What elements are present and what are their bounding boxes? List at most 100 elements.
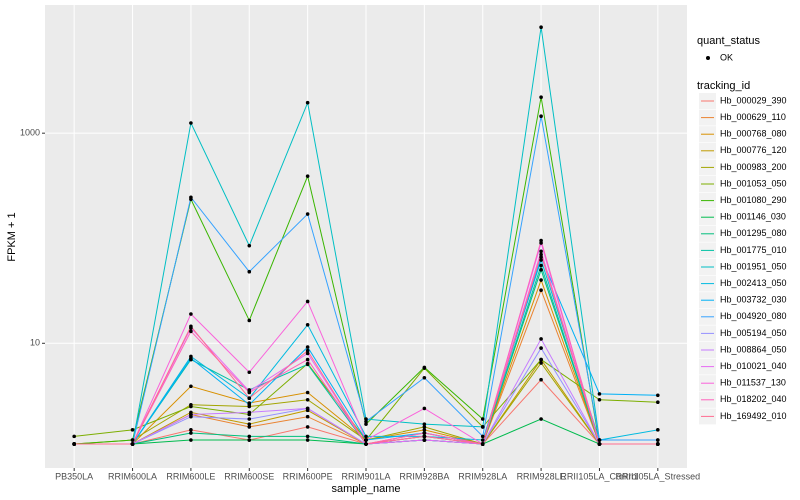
- legend-label: Hb_003732_030: [720, 295, 787, 305]
- data-point: [364, 419, 368, 424]
- data-point: [539, 278, 543, 282]
- data-point: [305, 390, 310, 395]
- data-point: [72, 434, 76, 439]
- data-point: [130, 442, 135, 446]
- data-point: [247, 417, 252, 421]
- data-point: [189, 412, 193, 417]
- data-point: [422, 438, 427, 442]
- data-point: [597, 392, 602, 396]
- legend-label: Hb_169492_010: [720, 411, 787, 421]
- x-tick-label: RRIM928LE: [517, 471, 566, 481]
- data-point: [422, 422, 427, 426]
- x-tick-label: RRII105LA_Stressed: [616, 471, 701, 481]
- y-tick-label: 10: [30, 338, 40, 348]
- legend-label: Hb_004920_080: [720, 311, 787, 321]
- data-point: [189, 428, 193, 432]
- legend-label: Hb_001146_030: [720, 212, 786, 222]
- data-point: [422, 425, 427, 429]
- data-point: [422, 431, 427, 435]
- data-point: [656, 438, 660, 442]
- data-point: [539, 346, 543, 350]
- x-tick-label: PB350LA: [55, 471, 93, 481]
- data-point: [247, 243, 252, 248]
- data-point: [247, 422, 252, 426]
- data-point: [480, 417, 485, 421]
- data-point: [189, 384, 193, 389]
- data-point: [597, 442, 602, 446]
- data-point: [189, 195, 193, 200]
- data-point: [656, 428, 660, 432]
- data-point: [305, 351, 310, 356]
- data-point: [539, 417, 543, 421]
- data-point: [364, 417, 368, 421]
- data-point: [189, 438, 193, 442]
- data-point: [189, 356, 193, 361]
- legend-title: tracking_id: [697, 80, 750, 92]
- legend-label: Hb_000029_390: [720, 95, 787, 105]
- data-point: [364, 434, 368, 439]
- legend-label: Hb_001295_080: [720, 228, 787, 238]
- data-point: [480, 438, 485, 442]
- data-point: [539, 238, 543, 243]
- legend-label: Hb_008864_050: [720, 344, 787, 354]
- data-point: [247, 410, 252, 415]
- data-point: [597, 397, 602, 402]
- legend-label: Hb_005194_050: [720, 328, 787, 338]
- data-point: [539, 114, 543, 119]
- x-tick-label: RRIM928LA: [458, 471, 507, 481]
- data-point: [539, 249, 543, 254]
- x-tick-label: RRIM928BA: [399, 471, 449, 481]
- data-point: [539, 25, 543, 30]
- data-point: [656, 400, 660, 404]
- data-point: [247, 318, 252, 323]
- legend-label: Hb_001080_290: [720, 195, 787, 205]
- data-point: [597, 438, 602, 442]
- data-point: [305, 348, 310, 353]
- legend-label: Hb_001951_050: [720, 261, 787, 271]
- legend-label: Hb_001775_010: [720, 245, 787, 255]
- x-tick-label: RRIM600SE: [224, 471, 274, 481]
- data-point: [305, 397, 310, 402]
- data-point: [539, 258, 543, 262]
- data-point: [539, 361, 543, 365]
- data-point: [305, 414, 310, 419]
- data-point: [247, 390, 252, 395]
- data-point: [539, 255, 543, 259]
- data-point: [305, 322, 310, 327]
- data-point: [539, 241, 543, 245]
- data-point: [422, 365, 427, 370]
- data-point: [539, 337, 543, 341]
- data-point: [656, 393, 660, 398]
- data-point: [539, 252, 543, 257]
- data-point: [189, 324, 193, 329]
- data-point: [189, 121, 193, 125]
- y-axis-label: FPKM + 1: [6, 212, 18, 261]
- legend-label: Hb_018202_040: [720, 394, 787, 404]
- data-point: [305, 299, 310, 304]
- data-point: [305, 425, 310, 429]
- legend-label: Hb_000983_200: [720, 162, 787, 172]
- legend-label: Hb_000768_080: [720, 129, 787, 139]
- data-point: [422, 375, 427, 380]
- data-point: [480, 442, 485, 446]
- data-point: [247, 434, 252, 439]
- x-axis-label: sample_name: [331, 483, 400, 495]
- data-point: [539, 357, 543, 362]
- x-tick-label: RRIM600LE: [166, 471, 215, 481]
- data-point: [539, 263, 543, 268]
- legend-label: OK: [720, 52, 733, 62]
- data-point: [364, 442, 368, 446]
- data-point: [480, 425, 485, 429]
- data-point: [539, 377, 543, 382]
- data-point: [247, 396, 252, 401]
- x-tick-label: RRII105LA_Control: [560, 471, 638, 481]
- data-point: [539, 268, 543, 272]
- data-point: [189, 431, 193, 435]
- x-tick-label: RRIM600PE: [283, 471, 333, 481]
- data-point: [247, 269, 252, 274]
- legend-label: Hb_010021_040: [720, 361, 787, 371]
- data-point: [305, 362, 310, 367]
- x-tick-label: RRIM600LA: [108, 471, 157, 481]
- x-tick-label: RRIM901LA: [341, 471, 390, 481]
